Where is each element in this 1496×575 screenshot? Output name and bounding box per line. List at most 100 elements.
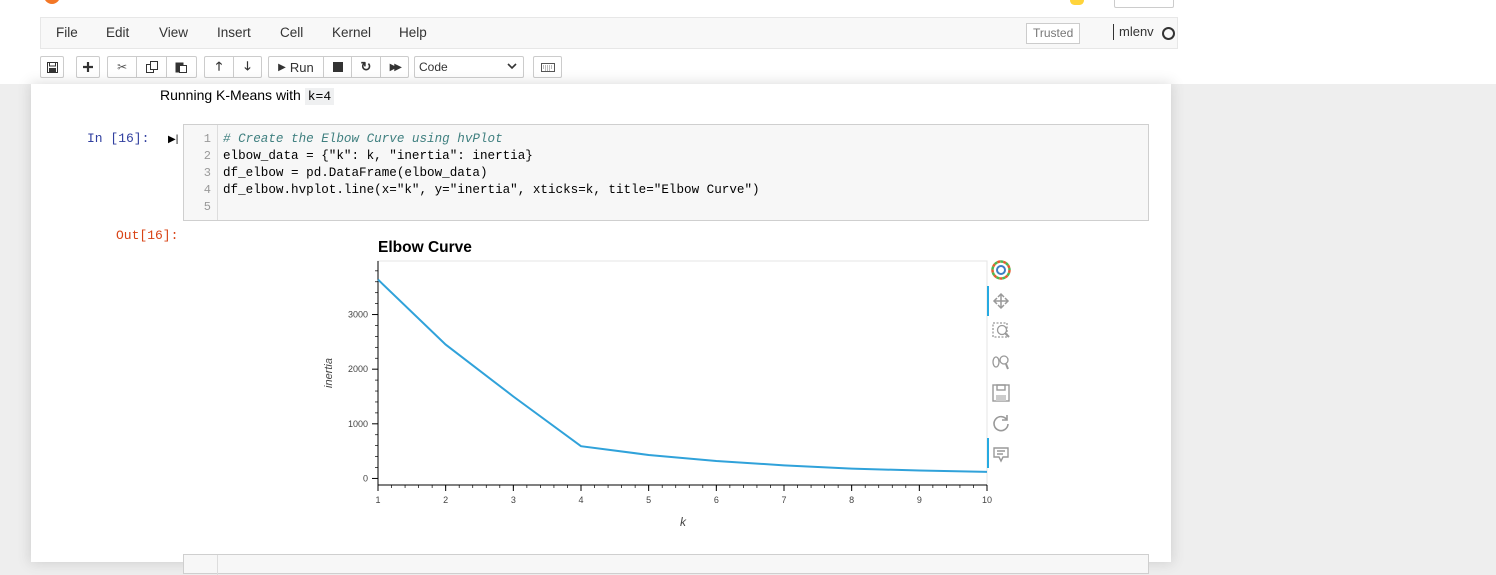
line-number: 5 (203, 200, 211, 214)
x-tick-label: 10 (982, 495, 992, 505)
code-line: df_elbow = pd.DataFrame(elbow_data) (223, 166, 488, 180)
menu-view[interactable]: View (159, 25, 189, 40)
save-icon (46, 61, 58, 73)
output-prompt: Out[16]: (116, 228, 179, 243)
code-line: df_elbow.hvplot.line(x="k", y="inertia",… (223, 183, 760, 197)
cut-icon: ✂ (117, 60, 128, 74)
clipboard-group: ✂ (107, 56, 197, 78)
menu-file[interactable]: File (56, 25, 78, 40)
copy-icon (145, 61, 158, 73)
hover-icon[interactable] (993, 447, 1009, 463)
restart-icon: ↻ (360, 59, 372, 74)
code-line: # Create the Elbow Curve using hvPlot (223, 132, 503, 146)
markdown-cell[interactable]: Running K-Means with k=4 (160, 87, 335, 105)
menu-edit[interactable]: Edit (106, 25, 130, 40)
trusted-badge[interactable]: Trusted (1026, 23, 1081, 44)
y-tick-label: 3000 (348, 310, 368, 320)
chart-title: Elbow Curve (378, 239, 472, 256)
line-number-gutter: 1 2 3 4 5 (184, 125, 218, 220)
menubar: File Edit View Insert Cell Kernel Help T… (40, 17, 1178, 49)
notebook-container: Running K-Means with k=4 In [16]: ▶| 1 2… (31, 84, 1171, 575)
move-up-button[interactable]: 🡑 (205, 57, 234, 77)
run-icon: ▶ (278, 61, 286, 73)
input-prompt: In [16]: (87, 131, 150, 146)
paste-icon (175, 62, 188, 73)
notebook-title-fragment (66, 0, 626, 3)
run-label: Run (289, 59, 314, 75)
line-number: 2 (203, 149, 211, 163)
reset-icon[interactable] (993, 415, 1009, 432)
box-zoom-icon[interactable] (992, 322, 1010, 338)
run-cell-icon[interactable]: ▶| (168, 134, 179, 145)
x-tick-label: 9 (917, 495, 922, 505)
menu-insert[interactable]: Insert (217, 25, 251, 40)
plot-toolbar (987, 260, 1011, 468)
x-axis-label: k (680, 515, 687, 529)
code-line: elbow_data = {"k": k, "inertia": inertia… (223, 149, 533, 163)
menu-cell[interactable]: Cell (280, 25, 304, 40)
cut-button[interactable]: ✂ (108, 57, 138, 77)
plus-icon (83, 62, 93, 72)
line-number: 1 (203, 132, 211, 146)
insert-cell-button[interactable] (76, 56, 100, 78)
line-number-gutter (184, 555, 218, 575)
chart-series (377, 278, 988, 473)
arrow-up-icon: 🡑 (215, 58, 223, 73)
fast-forward-icon: ▶▶ (389, 61, 403, 73)
x-tick-label: 6 (714, 495, 719, 505)
save-tool-icon[interactable] (992, 384, 1010, 402)
notebook-header: File Edit View Insert Cell Kernel Help T… (0, 0, 1496, 84)
series-line (377, 278, 988, 473)
copy-button[interactable] (137, 57, 167, 77)
interrupt-button[interactable] (324, 57, 353, 77)
keyboard-icon (540, 62, 555, 72)
x-tick-label: 1 (375, 495, 380, 505)
restart-button[interactable]: ↻ (352, 57, 381, 77)
x-tick-label: 5 (646, 495, 651, 505)
paste-button[interactable] (167, 57, 196, 77)
arrow-down-icon: 🡓 (244, 58, 251, 73)
y-tick-label: 0 (363, 473, 368, 483)
command-palette-button[interactable] (533, 56, 562, 78)
kernel-name[interactable]: mlenv (1113, 24, 1154, 40)
plot-frame (377, 260, 988, 486)
chart-ticks: 1 2 3 4 5 6 7 8 9 10 0 1000 2000 3000 (348, 270, 992, 505)
move-down-button[interactable]: 🡓 (234, 57, 261, 77)
y-axis-label: inertia (323, 358, 335, 388)
code-editor[interactable]: 1 2 3 4 5 # Create the Elbow Curve using… (183, 124, 1149, 221)
toolbar: ✂ 🡑 🡓 ▶ Run ↻ ▶▶ Code (40, 50, 1178, 84)
stop-icon (332, 62, 343, 72)
jupyter-logo-icon[interactable] (44, 0, 60, 4)
save-button[interactable] (40, 56, 64, 78)
markdown-text: Running K-Means with (160, 87, 301, 103)
y-tick-label: 1000 (348, 419, 368, 429)
y-tick-label: 2000 (348, 364, 368, 374)
line-number: 3 (203, 166, 211, 180)
markdown-inline-code: k=4 (304, 88, 335, 105)
x-tick-label: 4 (578, 495, 583, 505)
elbow-curve-plot[interactable]: 1 2 3 4 5 6 7 8 9 10 0 1000 2000 3000 k inertia (311, 252, 1041, 534)
chart-axes (377, 261, 987, 486)
run-group: ▶ Run ↻ ▶▶ (268, 56, 409, 78)
python-logo-icon (1070, 0, 1084, 5)
menu-kernel[interactable]: Kernel (332, 25, 372, 40)
menu-help[interactable]: Help (399, 25, 427, 40)
run-button[interactable]: ▶ Run (269, 57, 324, 77)
bokeh-logo-icon[interactable] (991, 260, 1011, 280)
wheel-zoom-icon[interactable] (992, 355, 1009, 370)
tool-active-marker (987, 438, 989, 468)
x-tick-label: 7 (781, 495, 786, 505)
x-tick-label: 3 (511, 495, 516, 505)
kernel-idle-indicator-icon (1162, 27, 1175, 40)
tool-active-marker (987, 286, 989, 316)
next-code-cell[interactable] (183, 554, 1149, 575)
x-tick-label: 2 (443, 495, 448, 505)
cell-type-value: Code (419, 60, 448, 74)
cell-type-select[interactable]: Code (414, 56, 524, 78)
chevron-down-icon (507, 63, 517, 70)
line-number: 4 (203, 183, 211, 197)
x-tick-label: 8 (849, 495, 854, 505)
logout-button[interactable] (1114, 0, 1174, 8)
restart-run-all-button[interactable]: ▶▶ (381, 57, 408, 77)
pan-icon[interactable] (992, 292, 1010, 310)
